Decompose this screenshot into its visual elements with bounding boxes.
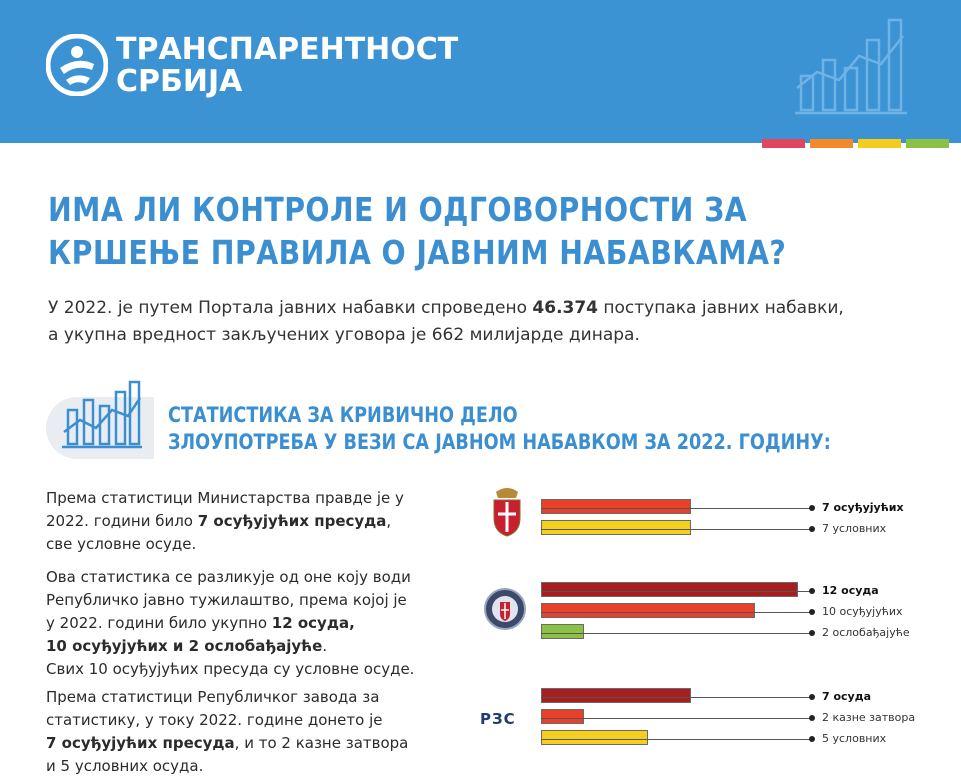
intro-text: У 2022. је путем Портала јавних набавки … xyxy=(48,295,928,349)
intro-part2: поступака јавних набавки, xyxy=(598,298,844,318)
p3-line4: и 5 условних осуда. xyxy=(46,757,204,775)
chart-leader-dot xyxy=(809,630,815,636)
chart-leader-line xyxy=(541,508,812,509)
chart-leader-dot xyxy=(809,609,815,615)
p3-line2: статистику, у току 2022. године донето ј… xyxy=(46,711,383,729)
color-strip-segment xyxy=(810,139,853,148)
color-strip-segment xyxy=(762,139,805,148)
p1-end: , xyxy=(386,512,392,530)
chart-decoration-icon xyxy=(795,18,907,115)
prosecution-emblem-icon xyxy=(484,588,526,630)
intro-part1: У 2022. је путем Портала јавних набавки … xyxy=(48,298,533,318)
p1-line1: Према статистици Министарства правде је … xyxy=(46,489,404,507)
p3-bold: 7 осуђујућих пресуда xyxy=(46,734,235,752)
chart-bar xyxy=(541,582,798,597)
paragraph-prosecution: Ова статистика се разликује од оне коју … xyxy=(46,566,431,681)
chart-leader-dot xyxy=(809,526,815,532)
p3-end: , и то 2 казне затвора xyxy=(234,734,409,752)
brand-line1: ТРАНСПАРЕНТНОСТ xyxy=(116,32,459,67)
chart-bar-label: 7 осуда xyxy=(822,690,872,703)
chart-bar-label: 10 осуђујућих xyxy=(822,605,903,618)
chart-bar xyxy=(541,624,584,639)
p1-line3: све условне осуде. xyxy=(46,535,197,553)
chart-bar xyxy=(541,730,648,745)
statistics-chart-icon xyxy=(62,380,142,449)
rzs-logo: РЗС xyxy=(480,710,516,728)
page-title: ИМА ЛИ КОНТРОЛЕ И ОДГОВОРНОСТИ ЗА КРШЕЊЕ… xyxy=(48,188,788,274)
chart-leader-dot xyxy=(809,715,815,721)
p2-line1: Ова статистика се разликује од оне коју … xyxy=(46,568,411,586)
section-title-line2: ЗЛОУПОТРЕБА У ВЕЗИ СА ЈАВНОМ НАБАВКОМ ЗА… xyxy=(168,430,831,454)
p1-bold: 7 осуђујућих пресуда xyxy=(197,512,387,530)
chart-leader-dot xyxy=(809,505,815,511)
chart-leader-dot xyxy=(809,588,815,594)
chart-bar xyxy=(541,499,691,514)
header-banner: ТРАНСПАРЕНТНОСТ СРБИЈА xyxy=(0,0,961,143)
p2-line2: Републичко јавно тужилаштво, према којој… xyxy=(46,591,407,609)
p1-line2: 2022. години било xyxy=(46,512,198,530)
chart-bar xyxy=(541,603,755,618)
chart-bar-label: 12 осуда xyxy=(822,584,879,597)
chart-bar-label: 5 условних xyxy=(822,732,887,745)
chart-leader-line xyxy=(541,529,812,530)
chart-leader-line xyxy=(541,697,812,698)
serbia-coat-of-arms-icon xyxy=(493,488,521,537)
chart-leader-dot xyxy=(809,736,815,742)
chart-bar-label: 2 казне затвора xyxy=(822,711,916,724)
chart-leader-line xyxy=(541,739,812,740)
chart-bar-label: 7 осуђујућих xyxy=(822,501,904,514)
brand-line2: СРБИЈА xyxy=(116,64,243,99)
intro-number: 46.374 xyxy=(532,298,599,318)
p2-line5: Свих 10 осуђујућих пресуда су условне ос… xyxy=(46,660,415,678)
chart-bar-label: 7 условних xyxy=(822,522,887,535)
chart-leader-dot xyxy=(809,694,815,700)
brand-name: ТРАНСПАРЕНТНОСТ СРБИЈА xyxy=(116,34,458,98)
rzs-logo-text: РЗС xyxy=(480,710,516,728)
chart-bar-label: 2 ослобађајуће xyxy=(822,626,910,639)
color-strip-segment xyxy=(906,139,949,148)
chart-leader-line xyxy=(541,591,812,592)
p3-line1: Према статистици Републичког завода за xyxy=(46,688,380,706)
chart-leader-line xyxy=(541,718,812,719)
p2-line3: у 2022. години било укупно xyxy=(46,614,272,632)
transparency-logo-icon xyxy=(46,34,108,96)
chart-bar xyxy=(541,520,691,535)
p2-bold2: 10 осуђујућих и 2 ослобађајуће xyxy=(46,637,323,655)
section-title: СТАТИСТИКА ЗА КРИВИЧНО ДЕЛО ЗЛОУПОТРЕБА … xyxy=(168,402,831,456)
chart-leader-line xyxy=(541,612,812,613)
title-line2: КРШЕЊЕ ПРАВИЛА О ЈАВНИМ НАБАВКАМА? xyxy=(48,233,787,272)
p2-bold1: 12 осуда, xyxy=(271,614,355,632)
section-title-line1: СТАТИСТИКА ЗА КРИВИЧНО ДЕЛО xyxy=(168,403,518,427)
p2-end: . xyxy=(322,637,328,655)
chart-bar xyxy=(541,709,584,724)
chart-bar xyxy=(541,688,691,703)
intro-line2: а укупна вредност закључених уговора је … xyxy=(48,325,640,345)
paragraph-ministry: Према статистици Министарства правде је … xyxy=(46,487,431,556)
color-strip xyxy=(762,139,949,148)
paragraph-statistics-office: Према статистици Републичког завода за с… xyxy=(46,686,431,778)
color-strip-segment xyxy=(858,139,901,148)
chart-leader-line xyxy=(541,633,812,634)
title-line1: ИМА ЛИ КОНТРОЛЕ И ОДГОВОРНОСТИ ЗА xyxy=(48,190,748,229)
